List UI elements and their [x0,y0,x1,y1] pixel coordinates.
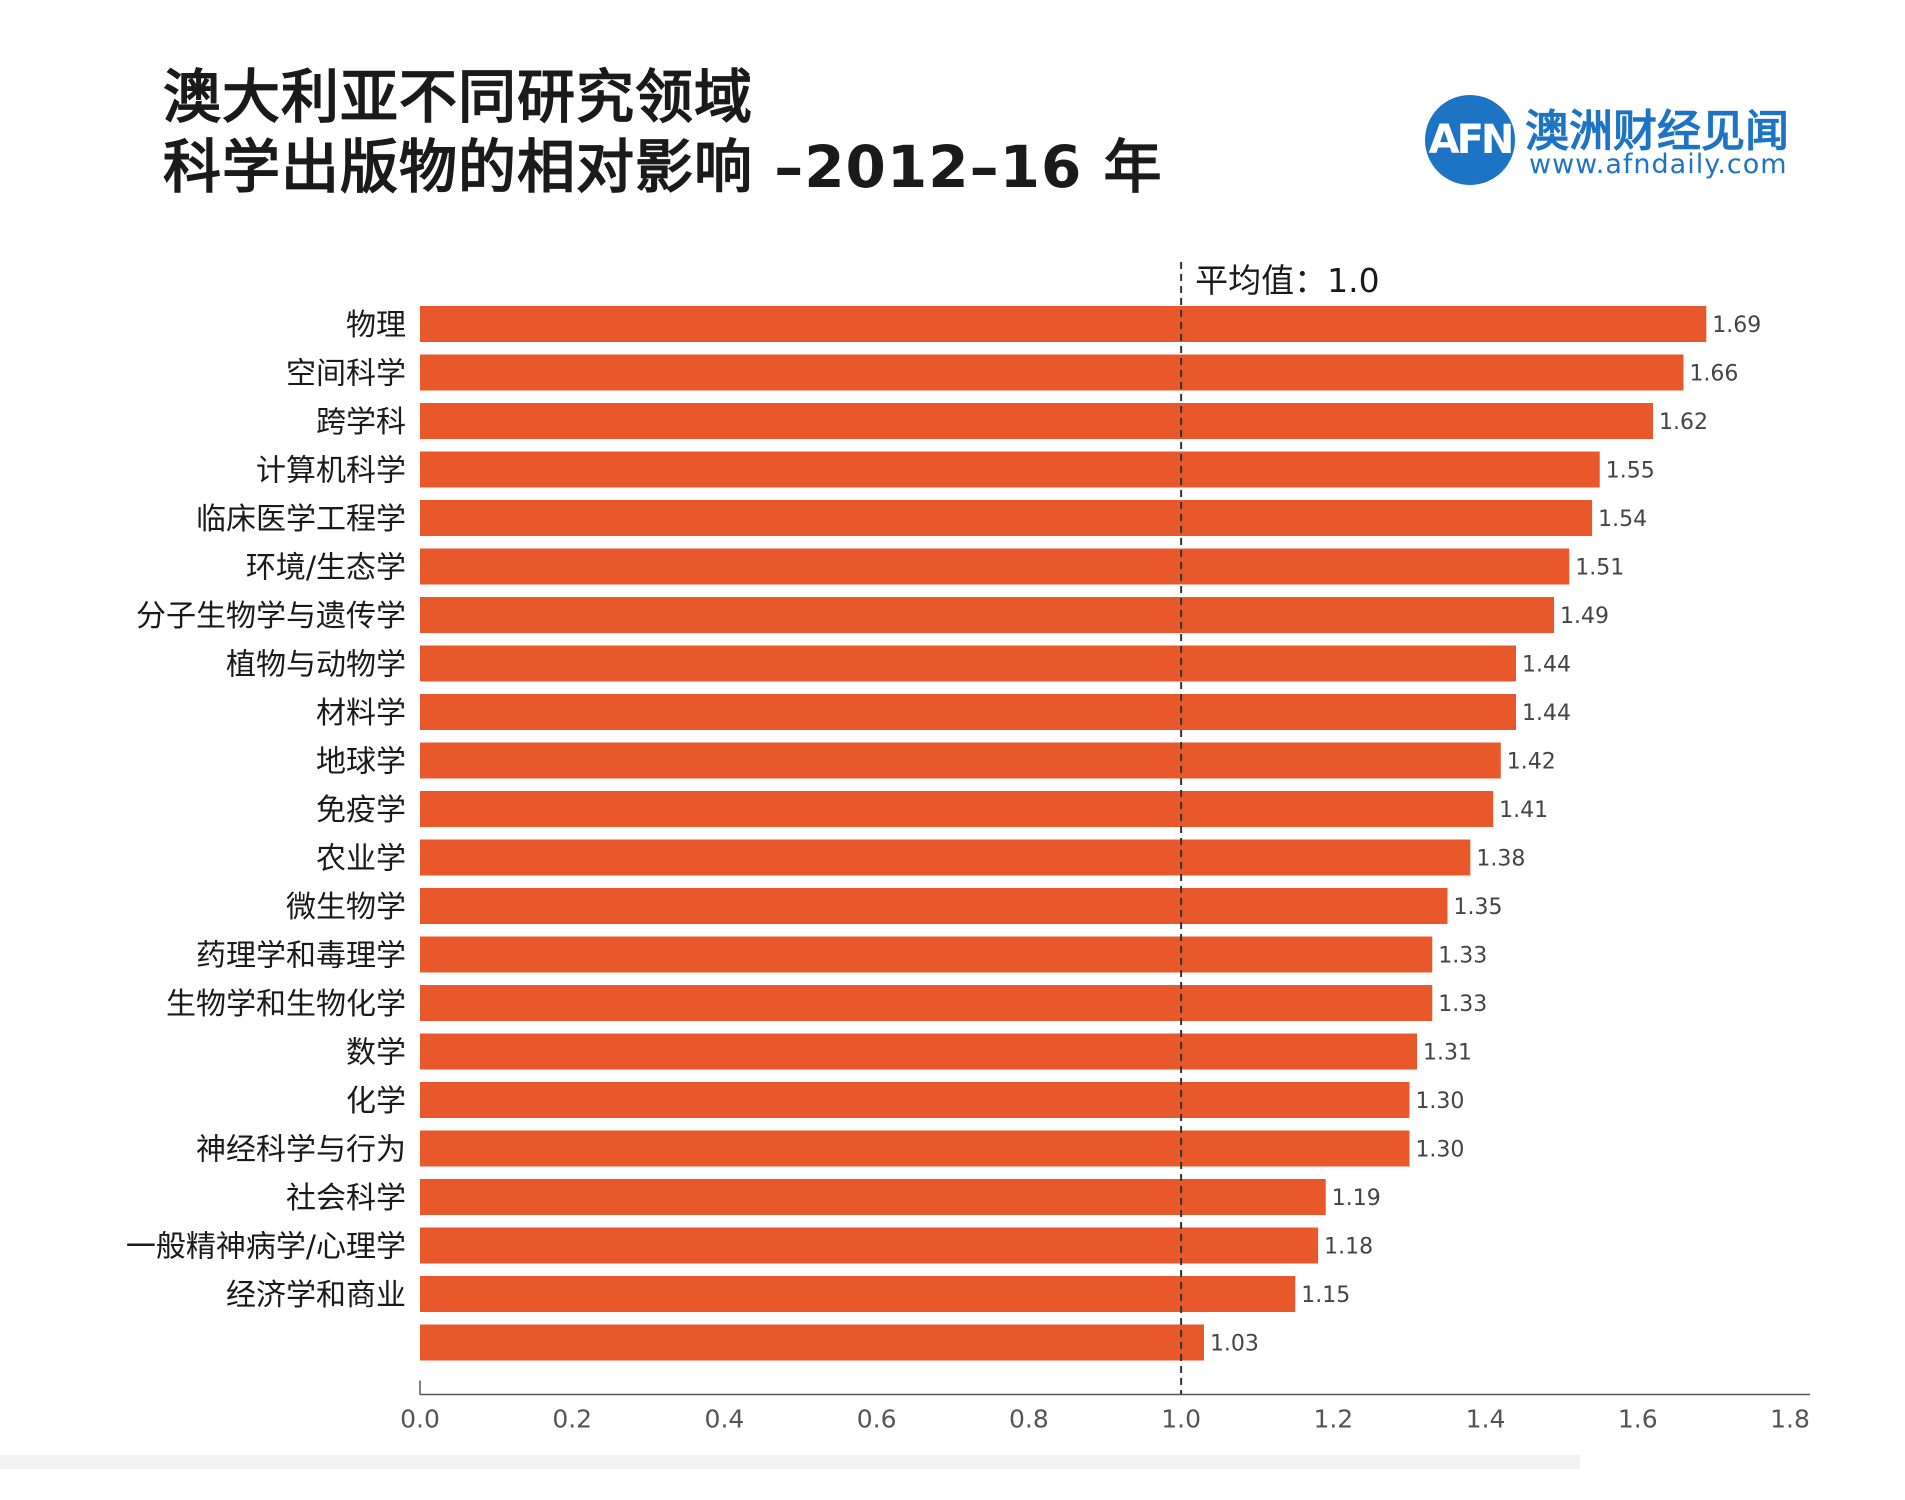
chart-title-line2: 科学出版物的相对影响 –2012–16 年 [163,133,1163,201]
brand-name: 澳洲财经见闻 [1525,106,1789,157]
bar-value-label: 1.19 [1332,1186,1381,1211]
brand-url: www.afndaily.com [1529,149,1788,180]
bar [420,451,1600,488]
bar-value-label: 1.66 [1689,362,1738,387]
bar-value-label: 1.30 [1415,1138,1464,1163]
bar-value-label: 1.38 [1476,847,1525,872]
category-label: 计算机科学 [256,454,406,489]
bar-value-label: 1.62 [1659,410,1708,435]
bar [420,645,1516,682]
footer-band [0,1455,1580,1469]
bar [420,985,1433,1021]
category-label: 物理 [346,308,406,343]
category-label: 材料学 [316,696,406,731]
bar [420,742,1501,779]
category-label: 免疫学 [316,793,406,828]
category-label: 环境/生态学 [246,551,406,586]
bar [420,354,1684,391]
bar [420,1179,1326,1215]
bar [420,791,1494,827]
x-tick-label: 1.4 [1466,1405,1506,1434]
bar-value-label: 1.03 [1210,1332,1259,1357]
bar [420,694,1516,730]
bar [420,548,1570,585]
chart-title: 澳大利亚不同研究领域 科学出版物的相对影响 –2012–16 年 [163,62,1163,202]
category-label: 经济学和商业 [226,1278,406,1313]
category-label: 地球学 [316,745,406,780]
bar [420,1324,1204,1361]
bar [420,1276,1296,1312]
x-tick-label: 0.6 [857,1405,897,1434]
category-label: 分子生物学与遗传学 [136,599,406,634]
bar-value-label: 1.33 [1438,944,1487,969]
category-label: 微生物学 [286,890,406,925]
bar-value-label: 1.51 [1575,556,1624,581]
bar [420,1033,1418,1070]
chart-title-line1: 澳大利亚不同研究领域 [163,63,754,131]
bar [420,839,1471,876]
bar-value-label: 1.31 [1423,1041,1472,1066]
bar [420,1082,1410,1118]
bar [420,597,1555,633]
afn-logo-icon: AFN [1425,95,1515,185]
bar-value-label: 1.18 [1324,1235,1373,1260]
bar [420,1227,1319,1264]
bar-value-label: 1.35 [1454,895,1503,920]
bar-value-label: 1.54 [1598,507,1647,532]
x-tick-label: 1.0 [1161,1405,1201,1434]
category-label: 化学 [346,1084,406,1119]
category-label: 空间科学 [286,357,406,392]
category-label: 临床医学工程学 [196,502,406,537]
bar [420,500,1593,536]
bar-value-label: 1.33 [1438,992,1487,1017]
average-label: 平均值：1.0 [1195,261,1379,300]
bar-value-label: 1.69 [1712,313,1761,338]
bar-value-label: 1.55 [1606,459,1655,484]
x-tick-label: 0.8 [1009,1405,1049,1434]
bar [420,1130,1410,1167]
bar-value-label: 1.41 [1499,798,1548,823]
bar-value-label: 1.30 [1415,1089,1464,1114]
x-tick-label: 0.0 [400,1405,440,1434]
x-tick-label: 0.4 [705,1405,745,1434]
x-tick-label: 0.2 [552,1405,592,1434]
x-tick-label: 1.8 [1770,1405,1810,1434]
bar [420,888,1448,924]
x-tick-label: 1.6 [1618,1405,1658,1434]
bar-value-label: 1.49 [1560,604,1609,629]
brand-logo: AFN 澳洲财经见闻 www.afndaily.com [1425,95,1805,195]
bar-value-label: 1.15 [1301,1283,1350,1308]
category-label: 植物与动物学 [226,648,406,683]
category-label: 生物学和生物化学 [166,987,406,1022]
category-label: 跨学科 [316,405,406,440]
bar [420,936,1433,973]
category-label: 社会科学 [286,1181,406,1216]
bar-value-label: 1.44 [1522,653,1571,678]
bar [420,403,1653,439]
x-tick-label: 1.2 [1313,1405,1353,1434]
category-label: 药理学和毒理学 [196,939,406,974]
bar [420,306,1707,342]
category-label: 一般精神病学/心理学 [126,1230,406,1265]
category-label: 神经科学与行为 [196,1133,406,1168]
category-label: 农业学 [316,842,406,877]
bar-value-label: 1.44 [1522,701,1571,726]
bar-value-label: 1.42 [1507,750,1556,775]
category-label: 数学 [346,1036,406,1071]
